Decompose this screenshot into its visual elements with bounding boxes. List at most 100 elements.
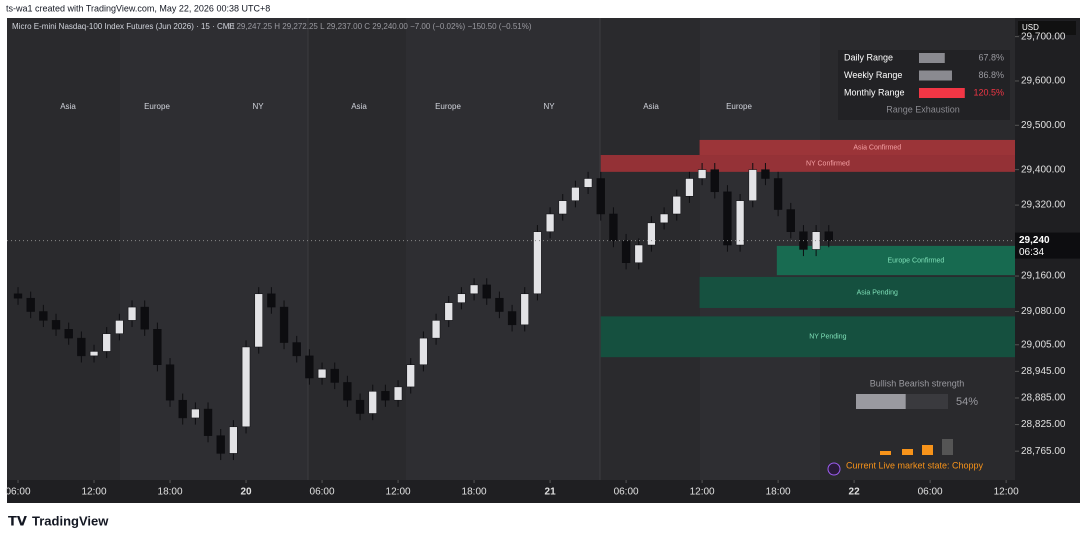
session-label: Europe — [144, 102, 170, 111]
range-bar — [919, 70, 952, 81]
y-tick-label: 29,500.00 — [1021, 120, 1066, 131]
candle-body — [241, 346, 251, 428]
x-tick-label: 06:00 — [6, 487, 31, 498]
strength-bar — [856, 394, 906, 409]
y-tick-label: 29,320.00 — [1021, 200, 1066, 211]
candle-body — [279, 306, 289, 343]
range-caption: Range Exhaustion — [886, 104, 960, 114]
market-state: Current Live market state: Choppy — [846, 460, 984, 470]
y-tick-label: 28,885.00 — [1021, 393, 1066, 404]
range-bar — [919, 53, 945, 63]
y-tick-label: 28,825.00 — [1021, 419, 1066, 430]
candle-body — [26, 297, 35, 312]
candle-body — [203, 408, 213, 436]
state-bar — [922, 445, 933, 455]
range-value: 67.8% — [978, 52, 1004, 62]
ohlc: O 29,247.25 H 29,272.25 L 29,237.00 C 29… — [228, 22, 532, 31]
candle-body — [77, 337, 86, 357]
session-shade — [120, 18, 308, 480]
x-tick-label: 12:00 — [386, 487, 411, 498]
session-label: NY — [252, 102, 264, 111]
candle-body — [457, 293, 466, 303]
symbol: Micro E-mini Nasdaq-100 Index Futures (J… — [12, 22, 235, 31]
candle-body — [672, 195, 681, 215]
range-name: Monthly Range — [844, 87, 905, 97]
strength-value: 54% — [956, 396, 978, 408]
price-label: 29,240 — [1019, 235, 1050, 246]
x-tick-label: 20 — [240, 487, 252, 498]
y-tick-label: 29,700.00 — [1021, 31, 1066, 42]
candle-body — [811, 231, 821, 250]
candle-body — [621, 240, 631, 263]
candle-body — [13, 293, 23, 299]
range-name: Weekly Range — [844, 70, 902, 80]
candle-body — [381, 391, 390, 401]
candle-body — [39, 311, 48, 321]
candle-body — [431, 320, 441, 339]
candle-body — [419, 337, 428, 365]
candle-body — [102, 333, 111, 352]
state-icon — [827, 462, 841, 476]
state-bar — [902, 449, 913, 455]
candle-body — [773, 178, 783, 210]
candle-body — [292, 342, 301, 357]
strength-title: Bullish Bearish strength — [870, 378, 965, 388]
candle-body — [165, 364, 175, 401]
candle-body — [558, 200, 567, 215]
candle-body — [545, 213, 555, 232]
y-tick-label: 29,400.00 — [1021, 164, 1066, 175]
candle-body — [685, 178, 694, 197]
candle-body — [583, 178, 593, 188]
candle-body — [444, 302, 453, 321]
candle-body — [482, 284, 491, 299]
zone — [699, 139, 1015, 156]
candle-body — [127, 306, 137, 321]
x-tick-label: 18:00 — [158, 487, 183, 498]
x-tick-label: 12:00 — [690, 487, 715, 498]
zone-label: Europe Confirmed — [888, 257, 945, 264]
candle-body — [330, 368, 339, 383]
countdown: 06:34 — [1019, 247, 1044, 258]
candle-body — [216, 435, 225, 454]
candle-body — [748, 169, 757, 201]
time-axis-bg — [7, 480, 1015, 503]
session-label: Asia — [643, 102, 659, 111]
zone-label: NY Pending — [809, 334, 846, 341]
session-label: Asia — [351, 102, 367, 111]
y-tick-label: 28,945.00 — [1021, 366, 1066, 377]
candle-body — [761, 169, 770, 179]
candle-body — [178, 399, 187, 419]
candle-body — [495, 297, 504, 312]
session-label: NY — [543, 102, 555, 111]
candle-body — [355, 399, 365, 414]
candle-body — [305, 355, 314, 379]
x-tick-label: 18:00 — [462, 487, 487, 498]
state-bar — [880, 451, 891, 455]
y-tick-label: 29,600.00 — [1021, 76, 1066, 87]
state-bar — [942, 439, 953, 455]
range-name: Daily Range — [844, 52, 893, 62]
candle-body — [786, 209, 795, 232]
candle-body — [533, 231, 542, 295]
candle-body — [710, 169, 719, 193]
zone — [600, 316, 1015, 358]
candle-body — [229, 426, 238, 454]
y-tick-label: 28,765.00 — [1021, 446, 1066, 457]
candle-body — [647, 222, 656, 246]
credit: ts-wa1 created with TradingView.com, May… — [6, 3, 270, 13]
candle-body — [64, 329, 73, 339]
zone — [699, 276, 1015, 308]
x-tick-label: 18:00 — [766, 487, 791, 498]
session-label: Europe — [435, 102, 461, 111]
candle-body — [697, 169, 707, 179]
zone-label: Asia Confirmed — [853, 144, 901, 151]
candle-body — [469, 284, 479, 295]
logo: TradingView — [32, 513, 109, 528]
candle-body — [596, 178, 605, 215]
candle-body — [824, 231, 833, 241]
range-value: 120.5% — [973, 87, 1004, 97]
range-bar — [919, 88, 965, 98]
zone-label: NY Confirmed — [806, 160, 850, 167]
candle-body — [735, 200, 745, 246]
